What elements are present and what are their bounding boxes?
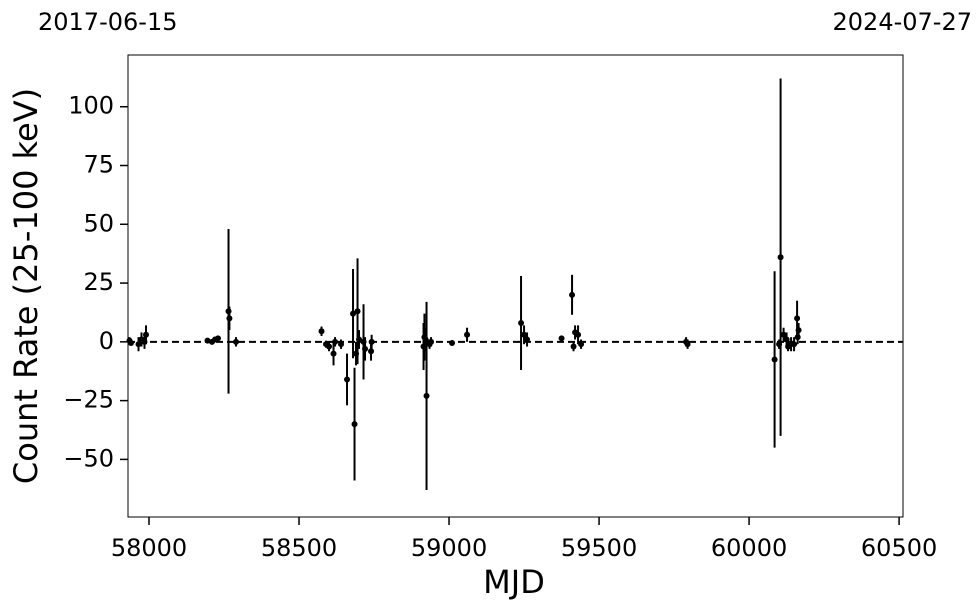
y-tick-label: 75: [83, 151, 114, 179]
data-point: [350, 310, 357, 317]
data-point: [569, 291, 576, 298]
data-point: [330, 350, 337, 357]
data-point: [771, 356, 778, 363]
x-axis-label: MJD: [483, 563, 545, 601]
x-tick-label: 59000: [411, 534, 487, 562]
data-point: [794, 315, 801, 322]
annotation-left: 2017-06-15: [38, 8, 177, 36]
data-point: [233, 338, 240, 345]
x-tick-label: 58500: [261, 534, 337, 562]
y-tick-label: 25: [83, 268, 114, 296]
data-point: [791, 341, 798, 348]
data-point: [318, 328, 325, 335]
data-point: [575, 331, 582, 338]
data-point: [368, 348, 375, 355]
data-point: [524, 336, 531, 343]
data-point: [354, 308, 361, 315]
plot-frame: [127, 54, 904, 518]
data-point: [226, 315, 233, 322]
data-point: [558, 335, 565, 342]
data-point: [783, 336, 790, 343]
data-point: [135, 341, 142, 348]
data-point: [128, 340, 135, 347]
data-point: [215, 335, 222, 342]
data-point: [143, 331, 150, 338]
data-point: [356, 336, 363, 343]
data-point: [428, 338, 435, 345]
data-point: [423, 392, 430, 399]
data-point: [362, 345, 369, 352]
x-tick-label: 59500: [561, 534, 637, 562]
data-point: [521, 331, 528, 338]
y-tick-label: −25: [63, 386, 114, 414]
data-point: [449, 340, 456, 347]
data-point: [332, 338, 339, 345]
x-tick-label: 58000: [111, 534, 187, 562]
y-tick-label: −50: [63, 444, 114, 472]
data-point: [794, 334, 801, 341]
data-point: [684, 341, 691, 348]
data-point: [338, 341, 345, 348]
data-point: [344, 376, 351, 383]
data-point: [518, 320, 525, 327]
data-point: [780, 331, 787, 338]
y-tick-label: 100: [68, 92, 114, 120]
data-point: [351, 421, 358, 428]
data-point: [464, 331, 471, 338]
data-point: [578, 341, 585, 348]
y-axis-label: Count Rate (25-100 keV): [7, 88, 45, 484]
y-tick-label: 0: [99, 327, 114, 355]
data-point: [326, 343, 333, 350]
x-tick-label: 60500: [861, 534, 937, 562]
data-point: [570, 343, 577, 350]
data-point: [368, 338, 375, 345]
y-tick-label: 50: [83, 209, 114, 237]
data-point: [777, 254, 784, 261]
data-point: [204, 337, 211, 344]
x-tick-label: 60000: [711, 534, 787, 562]
annotation-right: 2024-07-27: [833, 8, 972, 36]
